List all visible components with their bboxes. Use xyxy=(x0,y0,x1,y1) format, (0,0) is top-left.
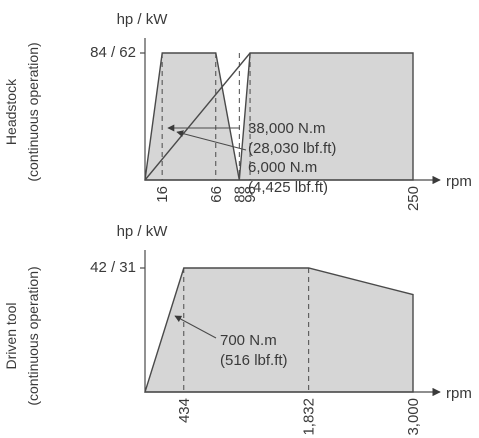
headstock-low-gear-line xyxy=(144,52,251,181)
headstock-y-tick-label: 84 / 62 xyxy=(90,44,136,61)
headstock-chart: Headstock (continuous operation) hp / kW… xyxy=(3,11,472,211)
x-tick-label-1832: 1,832 xyxy=(301,398,318,436)
annotation-torque: 38,000 N.m xyxy=(248,120,326,137)
headstock-side-label: Headstock xyxy=(3,78,19,145)
driven-tool-guide-lines xyxy=(183,268,310,392)
annotation-arrow xyxy=(174,315,217,339)
headstock-x-axis-title: rpm xyxy=(446,173,472,190)
annotation-torque-imperial: (28,030 lbf.ft) xyxy=(248,140,336,157)
driven-tool-power-area xyxy=(144,267,414,393)
annotation-torque: 700 N.m xyxy=(220,332,277,349)
headstock-power-area xyxy=(144,52,414,181)
annotation-arrow xyxy=(176,130,247,151)
driven-tool-y-axis-title: hp / kW xyxy=(117,223,169,240)
driven-tool-annotation-700: 700 N.m (516 lbf.ft) xyxy=(174,315,288,369)
driven-tool-side-label: Driven tool xyxy=(3,303,19,370)
headstock-y-axis-title: hp / kW xyxy=(117,11,169,28)
annotation-torque: 6,000 N.m xyxy=(248,159,317,176)
headstock-side-sublabel: (continuous operation) xyxy=(25,42,41,181)
x-tick-label-250: 250 xyxy=(405,186,422,211)
driven-tool-x-ticks: 434 1,832 3,000 xyxy=(176,398,422,436)
driven-tool-x-axis-title: rpm xyxy=(446,385,472,402)
headstock-annotation-38000: 38,000 N.m (28,030 lbf.ft) xyxy=(167,120,336,157)
annotation-torque-imperial: (516 lbf.ft) xyxy=(220,352,288,369)
headstock-annotation-6000: 6,000 N.m (4,425 lbf.ft) xyxy=(176,130,328,196)
x-tick-label-3000: 3,000 xyxy=(405,398,422,436)
driven-tool-chart: Driven tool (continuous operation) hp / … xyxy=(3,223,472,436)
x-tick-label-434: 434 xyxy=(176,398,193,423)
headstock-guide-lines xyxy=(161,53,251,180)
driven-tool-side-sublabel: (continuous operation) xyxy=(25,266,41,405)
x-tick-label-88: 88 xyxy=(231,186,248,203)
x-tick-label-66: 66 xyxy=(208,186,225,203)
x-tick-label-16: 16 xyxy=(154,186,171,203)
x-tick-label-98: 98 xyxy=(242,186,259,203)
annotation-torque-imperial: (4,425 lbf.ft) xyxy=(248,179,328,196)
driven-tool-y-tick-label: 42 / 31 xyxy=(90,259,136,276)
